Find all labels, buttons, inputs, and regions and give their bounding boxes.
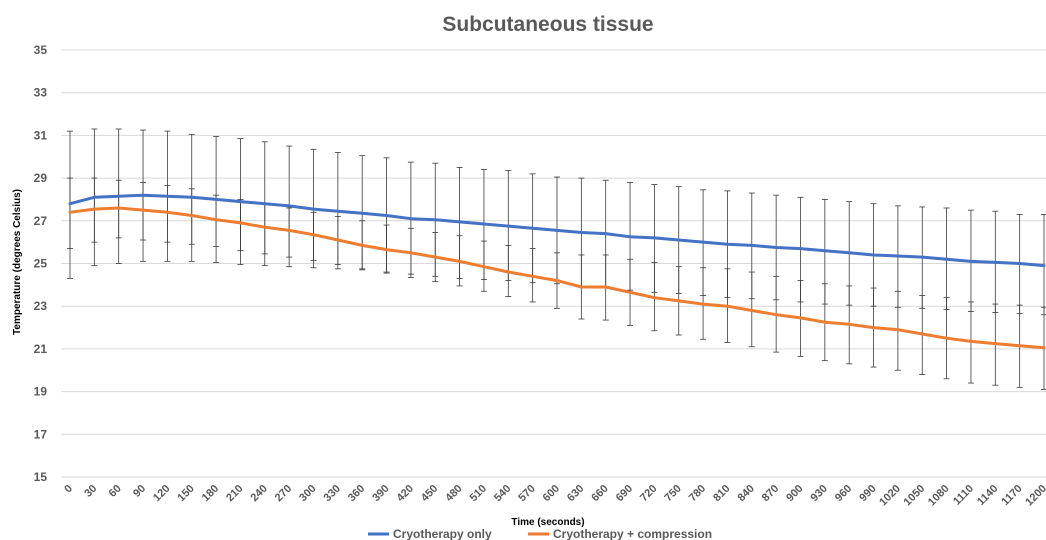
y-tick-label: 33 [34, 86, 48, 100]
x-tick-label: 0 [62, 483, 75, 496]
x-tick-label: 300 [297, 483, 318, 504]
x-tick-label: 1140 [975, 483, 1000, 508]
x-tick-label: 1050 [902, 483, 928, 509]
x-tick-label: 630 [565, 483, 586, 504]
x-tick-label: 360 [346, 483, 367, 504]
y-tick-label: 27 [34, 214, 48, 228]
x-tick-label: 240 [248, 483, 269, 504]
x-tick-label: 60 [107, 483, 124, 500]
x-tick-label: 660 [589, 483, 610, 504]
x-tick-label: 210 [224, 483, 245, 504]
x-tick-label: 120 [151, 483, 172, 504]
x-tick-label: 510 [468, 483, 489, 504]
x-tick-label: 540 [492, 483, 513, 504]
x-tick-label: 1080 [926, 483, 952, 509]
x-tick-label: 840 [735, 483, 756, 504]
y-tick-label: 35 [34, 43, 48, 57]
series-lines [68, 193, 1046, 350]
y-tick-label: 19 [34, 385, 48, 399]
x-tick-label: 390 [370, 483, 391, 504]
x-tick-label: 1170 [999, 483, 1024, 508]
error-bar-cryotherapy-compression [310, 211, 317, 261]
y-tick-label: 21 [34, 342, 48, 356]
y-tick-label: 15 [34, 470, 48, 484]
x-tick-label: 720 [638, 483, 659, 504]
x-tick-label: 180 [200, 483, 221, 504]
x-tick-label: 780 [687, 483, 708, 504]
x-tick-label: 450 [419, 483, 440, 504]
series-line-cryotherapy-only [68, 193, 1046, 268]
x-tick-label: 150 [175, 483, 196, 504]
x-tick-label: 900 [784, 483, 805, 504]
series-layer [67, 128, 1046, 390]
x-tick-label: 420 [395, 483, 416, 504]
x-tick-label: 750 [662, 483, 683, 504]
x-tick-label: 810 [711, 483, 732, 504]
y-tick-label: 29 [34, 171, 48, 185]
series-line-cryotherapy-compression [68, 206, 1046, 350]
x-tick-label: 570 [516, 483, 537, 504]
y-tick-label: 23 [34, 299, 48, 313]
x-tick-label: 960 [833, 483, 854, 504]
x-tick-label: 1200 [1023, 483, 1046, 509]
x-tick-label: 930 [809, 483, 830, 504]
x-tick-label: 90 [131, 483, 148, 500]
chart-title: Subcutaneous tissue [442, 13, 653, 36]
x-tick-label: 990 [857, 483, 878, 504]
x-tick-label: 600 [541, 483, 562, 504]
x-tick-label: 870 [760, 483, 781, 504]
x-tick-label: 1020 [877, 483, 903, 509]
x-tick-label: 480 [443, 483, 464, 504]
x-tick-label: 690 [614, 483, 635, 504]
y-axis-label: Temperature (degrees Celsius) [12, 189, 23, 335]
x-axis-label: Time (seconds) [511, 517, 584, 528]
error-bar-cryotherapy-compression [237, 199, 244, 252]
y-tick-label: 17 [34, 427, 48, 441]
legend: Cryotherapy only Cryotherapy + compressi… [368, 527, 712, 540]
error-bar-cryotherapy-compression [286, 207, 293, 258]
x-tick-label: 270 [273, 483, 294, 504]
y-axis-ticks: 15 17 19 21 23 25 27 29 31 33 35 [34, 43, 48, 484]
y-tick-label: 31 [34, 128, 48, 142]
x-tick-label: 330 [322, 483, 343, 504]
x-tick-label: 30 [82, 483, 99, 500]
error-bars [67, 128, 1046, 390]
legend-label-cryotherapy-only: Cryotherapy only [393, 527, 492, 540]
x-tick-label: 1110 [951, 483, 976, 508]
y-tick-label: 25 [34, 257, 48, 271]
x-axis-ticks: 0 30 60 90 120 150 180 210 240 270 300 330 360 390 420… [62, 483, 1046, 509]
legend-label-cryotherapy-compression: Cryotherapy + compression [553, 527, 712, 540]
